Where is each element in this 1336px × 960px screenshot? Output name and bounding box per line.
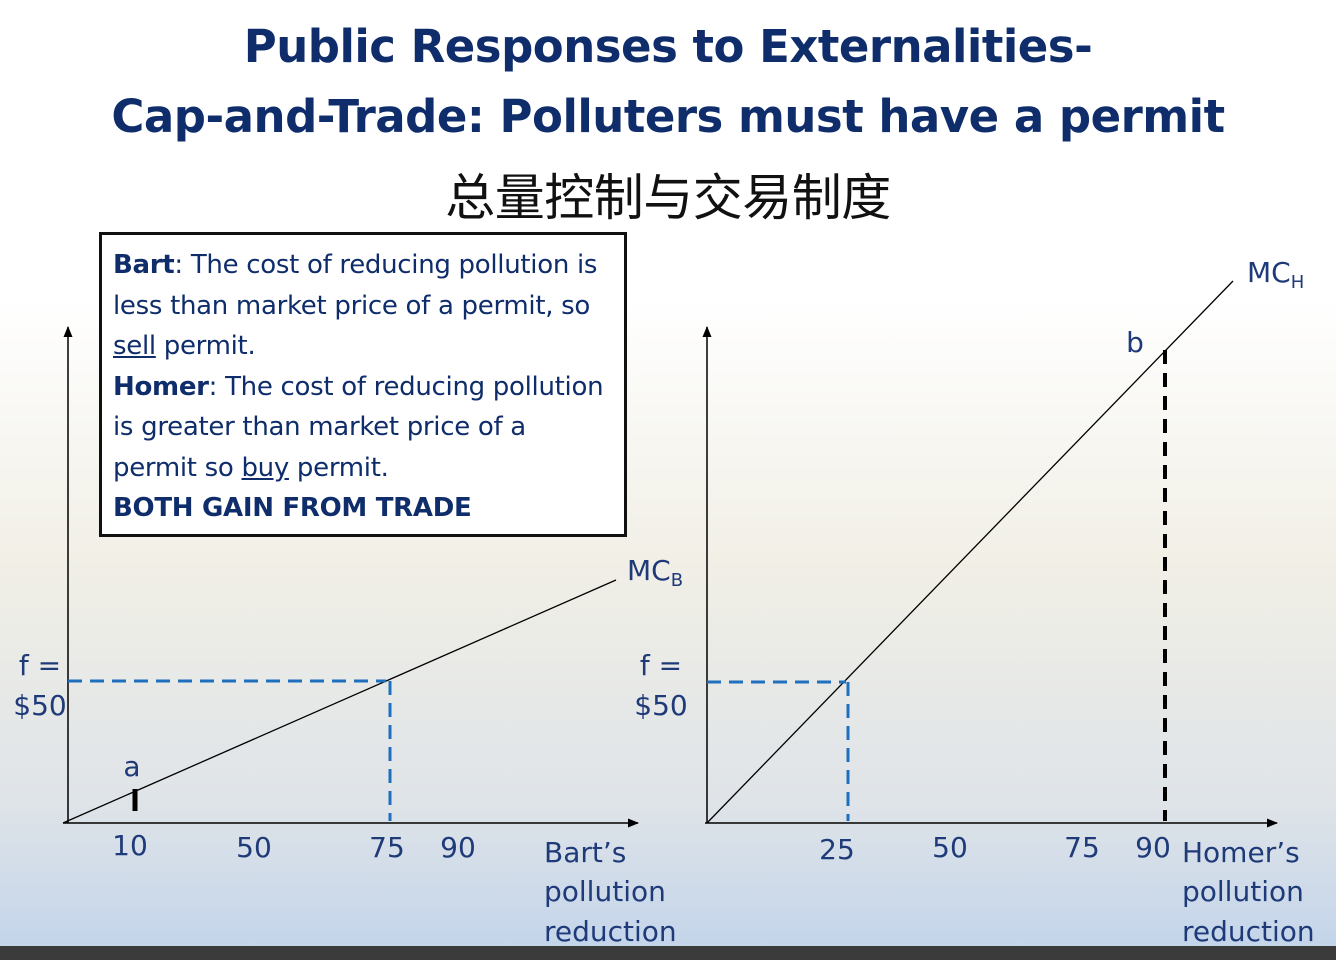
homer-buy-word: buy <box>241 452 289 483</box>
right-x-label-3: reduction <box>1182 915 1315 948</box>
right-tick-90: 90 <box>1135 831 1171 864</box>
bart-text-a: : The cost of reducing pollution is less… <box>113 250 598 321</box>
left-x-label-1: Bart’s <box>544 836 626 869</box>
explanation-box: Bart: The cost of reducing pollution is … <box>99 232 627 537</box>
homer-text-b: permit. <box>288 452 389 483</box>
title-line-1: Public Responses to Externalities- <box>243 20 1093 73</box>
point-a-label: a <box>123 750 140 783</box>
title-chinese: 总量控制与交易制度 <box>445 169 891 227</box>
right-price-label-1: f = <box>640 649 682 682</box>
right-x-label-2: pollution <box>1182 875 1304 908</box>
conclusion-bold: BOTH GAIN FROM TRADE <box>113 493 472 523</box>
bart-sell-word: sell <box>113 331 156 361</box>
right-tick-25: 25 <box>819 833 855 866</box>
bart-name: Bart <box>113 250 175 280</box>
left-tick-50: 50 <box>236 831 272 864</box>
right-price-label-2: $50 <box>634 689 687 722</box>
right-tick-50: 50 <box>932 831 968 864</box>
bottom-bar <box>0 946 1336 960</box>
left-price-label-1: f = <box>19 649 61 682</box>
left-x-label-2: pollution <box>544 875 666 908</box>
right-x-label-1: Homer’s <box>1182 836 1300 869</box>
mc-h-label: MCH <box>1247 256 1304 293</box>
left-graph: MCB f = $50 a 10 50 75 90 Bart’s polluti… <box>13 326 683 948</box>
left-price-label-2: $50 <box>13 689 66 722</box>
homer-text-a: : The cost of reducing pollution is grea… <box>113 371 604 483</box>
title-line-2: Cap-and-Trade: Polluters must have a per… <box>111 90 1225 143</box>
bart-explanation: Bart: The cost of reducing pollution is … <box>113 245 613 367</box>
left-tick-75: 75 <box>369 831 405 864</box>
conclusion-text: BOTH GAIN FROM TRADE <box>113 488 613 529</box>
right-tick-75: 75 <box>1064 831 1100 864</box>
left-x-label-3: reduction <box>544 915 677 948</box>
mc-b-curve <box>62 579 617 824</box>
homer-name: Homer <box>113 371 209 402</box>
point-b-label: b <box>1126 326 1144 359</box>
mc-h-curve <box>706 280 1234 824</box>
left-tick-10: 10 <box>112 829 148 862</box>
homer-explanation: Homer: The cost of reducing pollution is… <box>113 367 613 489</box>
bart-text-b: permit. <box>155 331 256 361</box>
left-tick-90: 90 <box>440 831 476 864</box>
right-graph: MCH f = $50 b 25 50 75 90 Homer’s pollut… <box>634 256 1314 948</box>
mc-b-label: MCB <box>627 554 683 591</box>
